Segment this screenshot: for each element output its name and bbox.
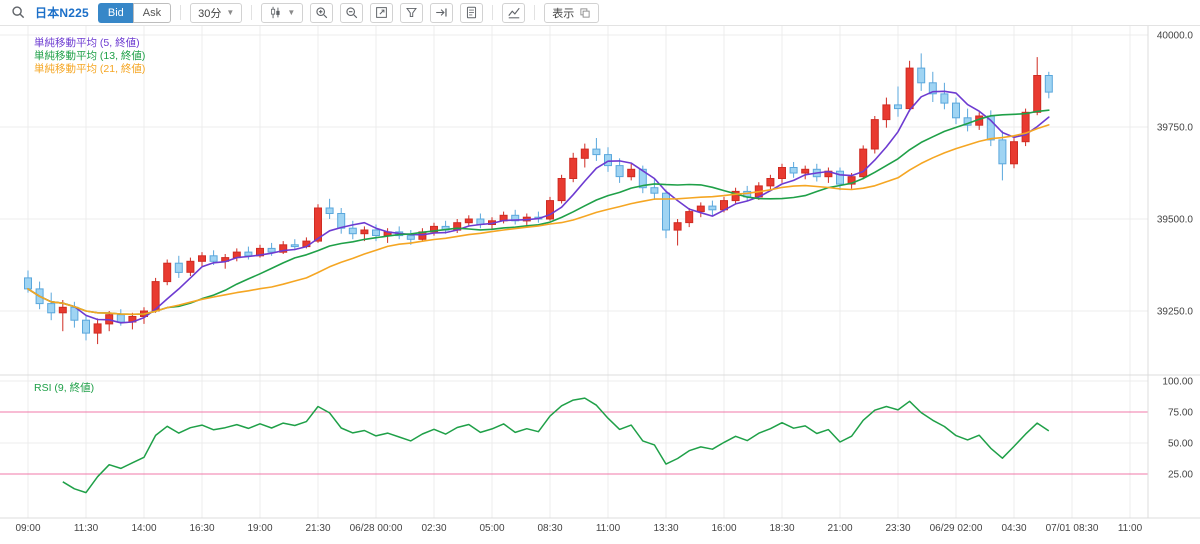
svg-text:09:00: 09:00 bbox=[15, 523, 40, 534]
svg-text:18:30: 18:30 bbox=[769, 523, 794, 534]
svg-text:05:00: 05:00 bbox=[479, 523, 504, 534]
svg-text:11:30: 11:30 bbox=[74, 523, 99, 534]
toolbar-divider bbox=[492, 5, 494, 20]
timeframe-value: 30分 bbox=[198, 7, 222, 20]
svg-text:25.00: 25.00 bbox=[1168, 470, 1193, 481]
svg-text:13:30: 13:30 bbox=[653, 523, 678, 534]
svg-text:39750.0: 39750.0 bbox=[1157, 123, 1194, 134]
svg-text:06/29 02:00: 06/29 02:00 bbox=[930, 523, 983, 534]
svg-text:40000.0: 40000.0 bbox=[1157, 31, 1194, 42]
search-icon bbox=[11, 6, 24, 19]
bid-ask-toggle: Bid Ask bbox=[97, 2, 172, 23]
chart-area: 40000.0 39750.0 39500.0 39250.0 100.00 75.00 5… bbox=[0, 26, 1200, 539]
svg-text:23:30: 23:30 bbox=[885, 523, 910, 534]
svg-text:39250.0: 39250.0 bbox=[1157, 307, 1194, 318]
toolbar-divider bbox=[180, 5, 182, 20]
svg-text:07/01 08:30: 07/01 08:30 bbox=[1046, 523, 1099, 534]
bid-button[interactable]: Bid bbox=[97, 2, 133, 23]
search-button[interactable] bbox=[8, 3, 28, 23]
fullscreen-button[interactable] bbox=[370, 2, 394, 23]
filter-icon bbox=[406, 7, 418, 18]
zoom-out-icon bbox=[346, 6, 357, 18]
svg-text:19:00: 19:00 bbox=[247, 523, 272, 534]
toolbar-divider bbox=[534, 5, 536, 20]
document-icon bbox=[467, 6, 477, 19]
svg-text:06/28 00:00: 06/28 00:00 bbox=[350, 523, 403, 534]
display-label: 表示 bbox=[552, 7, 575, 20]
svg-text:11:00: 11:00 bbox=[1118, 523, 1143, 534]
svg-text:50.00: 50.00 bbox=[1168, 439, 1193, 450]
zoom-out-button[interactable] bbox=[340, 2, 364, 23]
svg-text:21:00: 21:00 bbox=[827, 523, 852, 534]
zoom-in-icon bbox=[316, 6, 327, 18]
svg-text:100.00: 100.00 bbox=[1162, 377, 1193, 388]
chart-type-dropdown[interactable]: ▼ bbox=[261, 2, 304, 23]
svg-text:75.00: 75.00 bbox=[1168, 408, 1193, 419]
indicator-button[interactable] bbox=[502, 2, 526, 23]
svg-text:16:30: 16:30 bbox=[189, 523, 214, 534]
svg-text:08:30: 08:30 bbox=[537, 523, 562, 534]
timeframe-dropdown[interactable]: 30分 ▼ bbox=[190, 2, 243, 23]
toolbar: 日本N225 Bid Ask 30分 ▼ ▼ bbox=[0, 0, 1200, 26]
zoom-in-button[interactable] bbox=[310, 2, 334, 23]
candlestick-type-icon bbox=[271, 6, 280, 19]
filter-button[interactable] bbox=[400, 2, 424, 23]
indicator-icon bbox=[508, 7, 520, 18]
go-to-latest-icon bbox=[436, 8, 447, 17]
layers-icon bbox=[580, 7, 590, 18]
toolbar-divider bbox=[251, 5, 253, 20]
document-button[interactable] bbox=[460, 2, 484, 23]
display-dropdown[interactable]: 表示 bbox=[544, 2, 600, 23]
svg-text:21:30: 21:30 bbox=[305, 523, 330, 534]
symbol-label: 日本N225 bbox=[35, 6, 89, 20]
svg-text:39500.0: 39500.0 bbox=[1157, 215, 1194, 226]
chevron-down-icon: ▼ bbox=[287, 7, 296, 17]
ask-button[interactable]: Ask bbox=[132, 2, 172, 23]
chevron-down-icon: ▼ bbox=[226, 7, 235, 17]
svg-text:02:30: 02:30 bbox=[421, 523, 446, 534]
svg-text:14:00: 14:00 bbox=[131, 523, 156, 534]
svg-text:16:00: 16:00 bbox=[711, 523, 736, 534]
chart-canvas[interactable]: 40000.0 39750.0 39500.0 39250.0 100.00 75.00 5… bbox=[0, 26, 1200, 539]
svg-text:11:00: 11:00 bbox=[596, 523, 621, 534]
fullscreen-icon bbox=[376, 7, 388, 18]
go-to-latest-button[interactable] bbox=[430, 2, 454, 23]
svg-text:04:30: 04:30 bbox=[1001, 523, 1026, 534]
